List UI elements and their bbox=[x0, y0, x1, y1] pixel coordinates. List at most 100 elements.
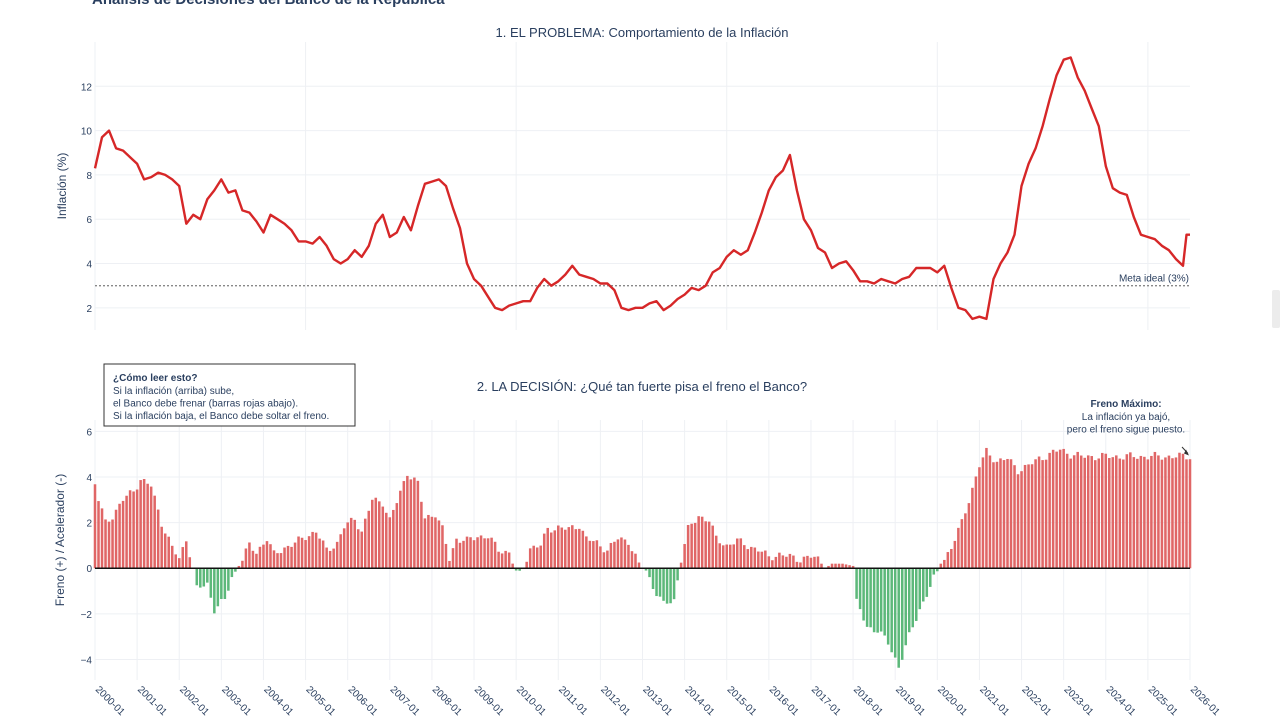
freno-bar bbox=[367, 510, 371, 569]
freno-bar bbox=[1129, 452, 1132, 569]
freno-bar bbox=[402, 481, 406, 569]
freno-bar bbox=[585, 536, 588, 569]
acelerador-bar bbox=[904, 568, 907, 646]
freno-bar bbox=[451, 548, 455, 569]
x-tick-label: 2019-01 bbox=[893, 684, 927, 718]
y-tick-label: −2 bbox=[81, 610, 93, 621]
freno-bar bbox=[946, 552, 950, 569]
scrollbar-thumb[interactable] bbox=[1272, 290, 1280, 328]
freno-bar bbox=[378, 501, 381, 569]
freno-bar bbox=[374, 497, 378, 569]
freno-bar bbox=[616, 539, 620, 569]
x-tick-label: 2022-01 bbox=[1019, 684, 1053, 718]
y-tick-label: 6 bbox=[86, 215, 92, 226]
freno-bar bbox=[1160, 459, 1164, 569]
freno-bar bbox=[1013, 465, 1016, 569]
acelerador-bar bbox=[665, 568, 669, 604]
freno-bar bbox=[950, 548, 953, 569]
freno-bar bbox=[251, 550, 255, 569]
freno-bar bbox=[125, 495, 128, 569]
freno-bar bbox=[549, 532, 553, 569]
freno-bar bbox=[1083, 457, 1086, 569]
freno-bar bbox=[237, 565, 241, 569]
x-tick-label: 2003-01 bbox=[219, 684, 253, 718]
x-tick-label: 2020-01 bbox=[935, 684, 969, 718]
freno-bar bbox=[943, 559, 946, 569]
freno-bar bbox=[700, 516, 704, 569]
freno-bar bbox=[679, 562, 683, 569]
freno-bar bbox=[1048, 452, 1051, 569]
freno-bar bbox=[1101, 452, 1104, 569]
freno-bar bbox=[363, 518, 367, 569]
acelerador-bar bbox=[869, 568, 872, 628]
decision-chart: 2. LA DECISIÓN: ¿Qué tan fuerte pisa el … bbox=[53, 363, 1222, 718]
x-tick-label: 2000-01 bbox=[93, 684, 127, 718]
freno-bar bbox=[244, 548, 248, 569]
freno-bar bbox=[1058, 449, 1062, 569]
freno-bar bbox=[1136, 458, 1139, 569]
freno-bar bbox=[455, 538, 458, 569]
freno-bar bbox=[511, 563, 514, 569]
freno-bar bbox=[1044, 459, 1048, 569]
freno-bar bbox=[1185, 459, 1188, 569]
freno-bar bbox=[135, 489, 139, 569]
freno-bar bbox=[462, 540, 465, 569]
freno-bar bbox=[539, 545, 542, 569]
freno-bar bbox=[1146, 459, 1150, 569]
freno-bar bbox=[960, 519, 964, 569]
x-tick-label: 2017-01 bbox=[809, 684, 843, 718]
freno-bar bbox=[985, 447, 988, 569]
freno-bar bbox=[844, 564, 848, 569]
freno-bar bbox=[1041, 460, 1044, 569]
freno-bar bbox=[139, 480, 142, 569]
freno-bar bbox=[504, 550, 507, 569]
freno-bar bbox=[258, 546, 262, 569]
freno-bar bbox=[118, 503, 121, 569]
freno-bar bbox=[848, 565, 851, 569]
acelerador-bar bbox=[227, 568, 230, 591]
freno-bar bbox=[444, 543, 448, 569]
freno-bar bbox=[1153, 451, 1157, 569]
freno-bar bbox=[743, 545, 746, 569]
x-tick-label: 2016-01 bbox=[767, 684, 801, 718]
freno-bar bbox=[353, 519, 356, 569]
freno-bar bbox=[718, 543, 721, 569]
acelerador-bar bbox=[195, 568, 199, 586]
freno-bar bbox=[276, 553, 279, 569]
freno-bar bbox=[399, 490, 402, 569]
y-tick-label: 10 bbox=[81, 127, 93, 138]
freno-bar bbox=[356, 529, 360, 569]
freno-bar bbox=[560, 527, 564, 569]
freno-bar bbox=[711, 525, 714, 569]
how-to-read-box: ¿Cómo leer esto? Si la inflación (arriba)… bbox=[103, 363, 356, 427]
acelerador-bar bbox=[929, 568, 932, 587]
y-tick-label: 2 bbox=[86, 519, 92, 530]
freno-bar bbox=[469, 537, 472, 569]
freno-bar bbox=[557, 525, 560, 569]
freno-bar bbox=[1030, 464, 1034, 569]
note-box-line: Si la inflación (arriba) sube, bbox=[113, 386, 234, 397]
freno-bar bbox=[1139, 455, 1143, 569]
freno-bar bbox=[760, 551, 764, 569]
acelerador-bar bbox=[872, 568, 876, 633]
freno-bar bbox=[736, 538, 739, 569]
acelerador-bar bbox=[862, 568, 865, 621]
freno-bar bbox=[1072, 455, 1076, 569]
annotation-arrowhead bbox=[1184, 449, 1189, 456]
freno-bar bbox=[721, 545, 725, 569]
freno-bar bbox=[992, 462, 995, 569]
acelerador-bar bbox=[669, 568, 672, 604]
acelerador-bar bbox=[514, 568, 518, 571]
freno-bar bbox=[746, 549, 750, 569]
freno-bar bbox=[837, 563, 841, 569]
annotation-line: La inflación ya bajó, bbox=[1082, 412, 1170, 423]
freno-bar bbox=[1171, 458, 1174, 569]
freno-bar bbox=[335, 541, 339, 569]
freno-bar bbox=[599, 546, 602, 569]
y-tick-label: 6 bbox=[86, 427, 92, 438]
freno-bar bbox=[314, 532, 318, 569]
freno-bar bbox=[177, 558, 181, 569]
freno-bar bbox=[500, 553, 504, 569]
freno-bar bbox=[1069, 458, 1072, 569]
freno-bar bbox=[307, 536, 311, 569]
